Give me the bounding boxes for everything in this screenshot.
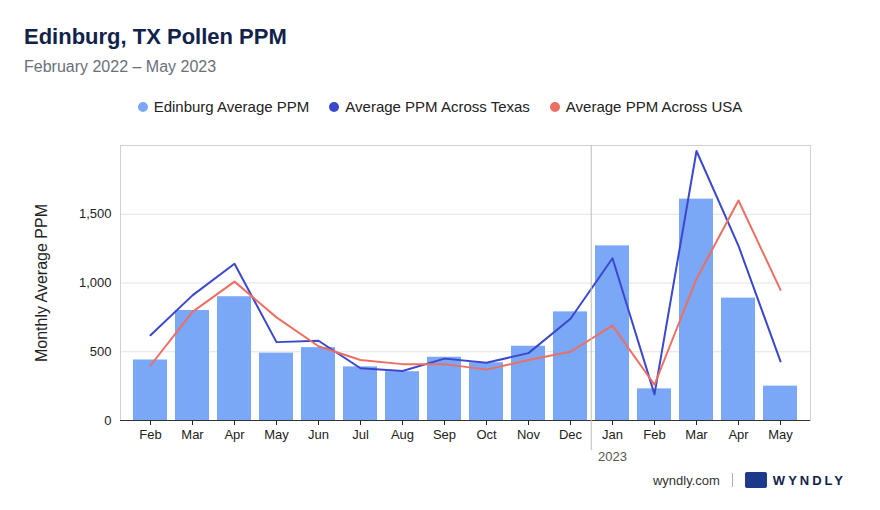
svg-text:0: 0 [104, 413, 111, 428]
svg-text:Mar: Mar [181, 427, 204, 442]
svg-text:500: 500 [90, 344, 112, 359]
html-text:Edinburg Average PPM: Edinburg Average PPM [153, 98, 310, 115]
html-text:wyndly.com: wyndly.com [652, 472, 720, 488]
svg-text:Feb: Feb [643, 427, 665, 442]
html-text:Average PPM Across Texas: Average PPM Across Texas [345, 98, 530, 115]
html-text:February 2022 – May 2023: February 2022 – May 2023 [24, 58, 217, 75]
svg-text:Aug: Aug [391, 427, 414, 442]
html-text:Average PPM Across USA: Average PPM Across USA [565, 98, 743, 115]
html-text:WYNDLY: WYNDLY [772, 472, 846, 488]
svg-text:2023: 2023 [598, 449, 627, 464]
svg-text:Apr: Apr [728, 427, 749, 442]
svg-text:May: May [264, 427, 289, 442]
svg-text:Monthly Average PPM: Monthly Average PPM [33, 204, 50, 362]
svg-text:Feb: Feb [139, 427, 161, 442]
html-text:Edinburg, TX Pollen PPM: Edinburg, TX Pollen PPM [24, 24, 287, 49]
svg-text:Jun: Jun [308, 427, 329, 442]
svg-text:1,500: 1,500 [79, 206, 112, 221]
svg-text:Sep: Sep [433, 427, 456, 442]
svg-text:Dec: Dec [559, 427, 583, 442]
svg-text:May: May [768, 427, 793, 442]
svg-text:Jan: Jan [602, 427, 623, 442]
svg-text:1,000: 1,000 [79, 275, 112, 290]
svg-text:Oct: Oct [476, 427, 497, 442]
svg-text:Mar: Mar [685, 427, 708, 442]
svg-text:Nov: Nov [517, 427, 541, 442]
svg-text:Apr: Apr [224, 427, 245, 442]
svg-text:Jul: Jul [352, 427, 369, 442]
